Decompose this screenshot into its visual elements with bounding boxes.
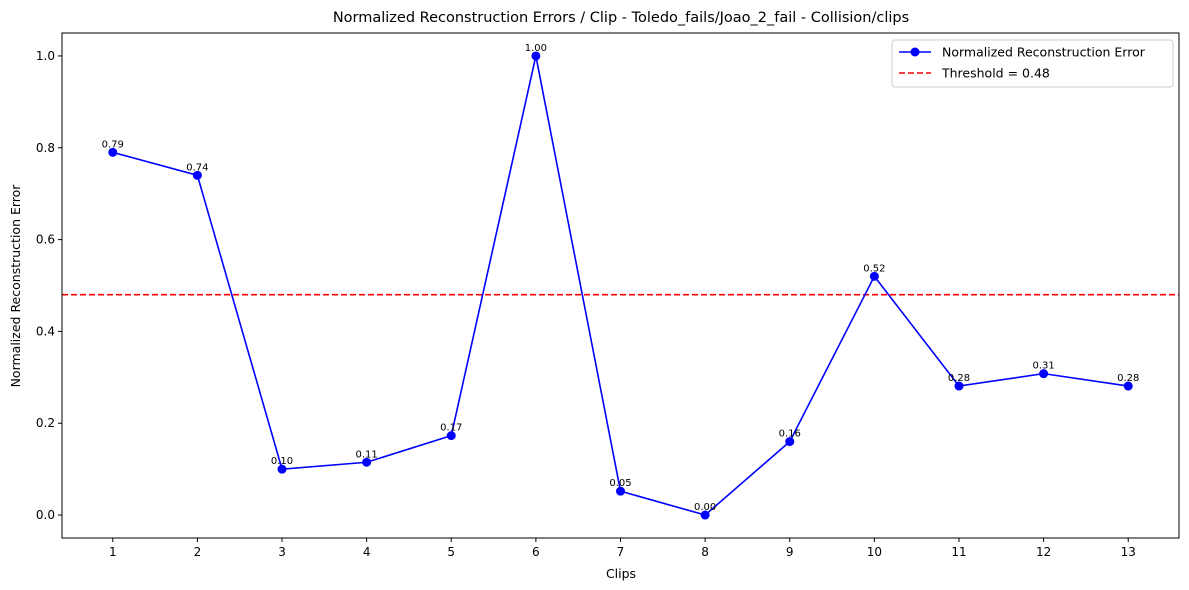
series-line (112, 55, 1129, 516)
y-axis-label: Normalized Reconstruction Error (8, 184, 23, 388)
legend-series-label: Normalized Reconstruction Error (942, 45, 1146, 60)
y-tick-label: 0.8 (36, 141, 55, 155)
data-label: 0.17 (440, 423, 462, 434)
x-tick-label: 13 (1121, 545, 1136, 559)
x-tick-label: 6 (532, 545, 540, 559)
y-tick-label: 0.4 (36, 324, 55, 338)
data-point (362, 457, 372, 467)
data-label: 0.52 (863, 263, 885, 274)
data-point (785, 437, 795, 447)
x-tick-label: 11 (951, 545, 966, 559)
data-label: 0.74 (186, 162, 208, 173)
data-point (616, 486, 625, 496)
data-label: 0.16 (779, 429, 801, 440)
x-tick-label: 2 (194, 545, 202, 559)
data-point (108, 147, 118, 157)
data-label: 0.28 (1117, 373, 1139, 384)
y-tick-label: 0.2 (36, 416, 55, 430)
data-point (277, 464, 287, 474)
data-label: 0.10 (271, 456, 293, 467)
y-tick-label: 0.6 (36, 233, 55, 247)
y-tick-label: 1.0 (36, 49, 55, 63)
x-tick-label: 4 (363, 545, 371, 559)
data-point (446, 431, 456, 441)
data-point (192, 170, 202, 180)
data-point (1123, 381, 1133, 391)
data-label: 0.00 (694, 502, 716, 513)
y-tick-label: 0.0 (36, 508, 55, 522)
x-tick-label: 1 (109, 545, 117, 559)
data-point (531, 51, 541, 61)
plot-frame (61, 32, 1180, 539)
data-label: 0.05 (609, 478, 631, 489)
data-label: 0.28 (948, 373, 970, 384)
data-label: 1.00 (525, 43, 547, 54)
x-tick-label: 8 (701, 545, 709, 559)
x-tick-label: 12 (1036, 545, 1051, 559)
legend-marker-swatch (910, 47, 920, 57)
x-tick-label: 9 (786, 545, 794, 559)
legend-box (891, 39, 1174, 88)
data-point (954, 381, 964, 391)
data-point (869, 271, 879, 281)
data-point (1039, 369, 1049, 379)
x-tick-label: 3 (278, 545, 286, 559)
chart-title: Normalized Reconstruction Errors / Clip … (333, 10, 909, 26)
x-tick-label: 10 (867, 545, 882, 559)
data-label: 0.11 (356, 449, 378, 460)
data-label: 0.31 (1032, 361, 1054, 372)
x-axis-label: Clips (606, 566, 636, 581)
data-label: 0.79 (102, 139, 124, 150)
data-point (700, 510, 710, 520)
legend: Normalized Reconstruction Error Threshol… (891, 39, 1174, 88)
x-tick-label: 5 (447, 545, 455, 559)
plot-area: 0.00.20.40.60.81.01 2 3 4 5 6 7 8 9 10 11 12 130.790… (36, 43, 1179, 559)
legend-threshold-label: Threshold = 0.48 (941, 66, 1050, 81)
x-tick-label: 7 (617, 545, 625, 559)
